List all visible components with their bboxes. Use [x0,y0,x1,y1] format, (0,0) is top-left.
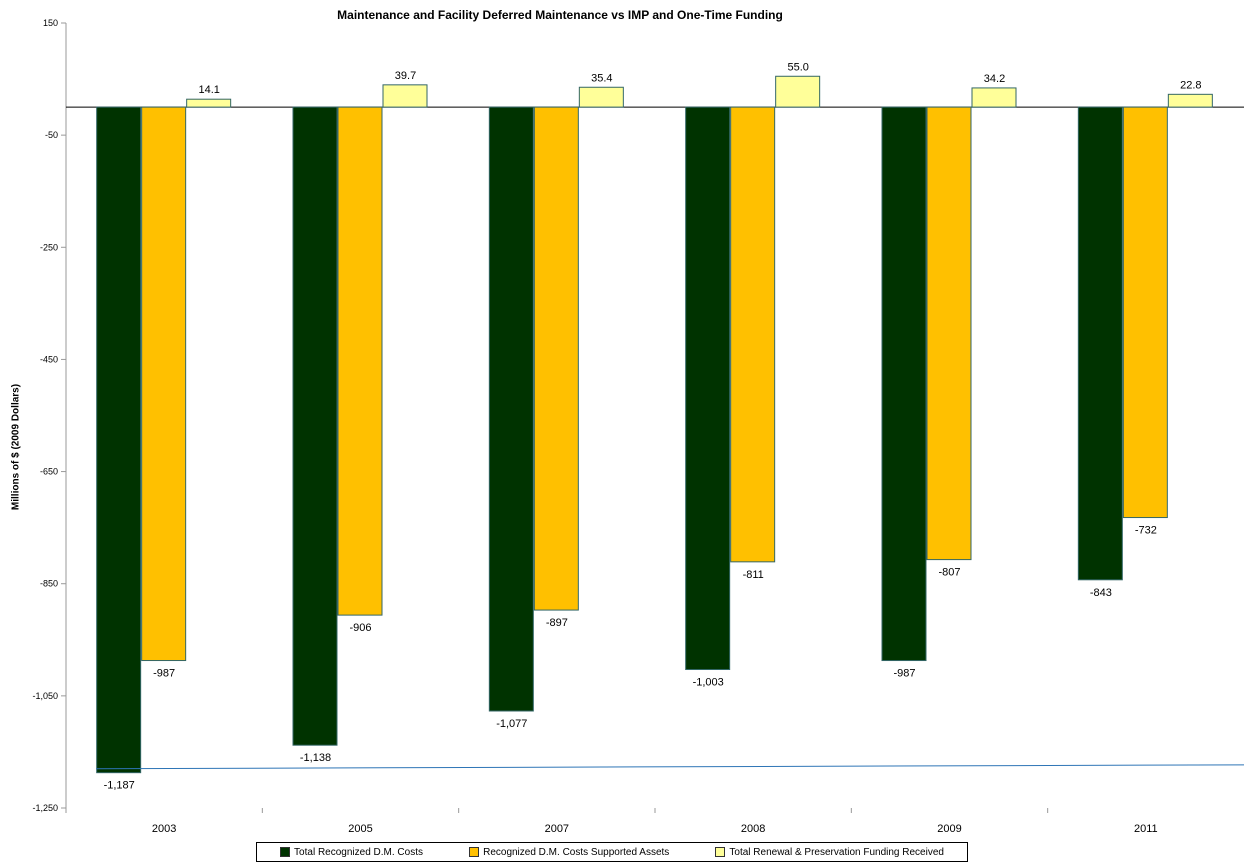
data-label: -1,138 [300,752,331,764]
y-tick-label: -850 [40,579,58,589]
bar [578,86,624,108]
bar [337,106,383,616]
data-label: 39.7 [395,70,416,82]
x-tick-label: 2003 [152,823,176,835]
data-label: -987 [153,668,175,680]
y-tick-label: -250 [40,242,58,252]
data-label: -906 [349,622,371,634]
legend-swatch-total-dm [280,847,291,857]
bar [141,106,187,662]
data-label: -1,187 [104,780,135,792]
legend-label-renewal-funding: Total Renewal & Preservation Funding Rec… [729,846,944,858]
legend-item-total-dm: Total Recognized D.M. Costs [280,847,423,858]
x-tick-label: 2009 [937,823,961,835]
bar [488,106,534,712]
legend-swatch-supported-assets [469,847,480,857]
trend-line [95,764,1244,770]
data-label: -1,003 [693,677,724,689]
data-label: -897 [546,617,568,629]
legend-label-total-dm: Total Recognized D.M. Costs [294,846,423,858]
x-tick-label: 2005 [348,823,372,835]
data-label: 22.8 [1180,79,1201,91]
bar [382,84,428,108]
bar [292,106,338,746]
bar [881,106,927,662]
x-tick-label: 2011 [1134,823,1158,835]
y-tick-label: -450 [40,354,58,364]
x-tick-label: 2007 [545,823,569,835]
legend-swatch-renewal-funding [715,847,726,857]
bar [971,87,1017,108]
x-tick-label: 2008 [741,823,765,835]
bar [775,75,821,108]
y-tick-label: -650 [40,467,58,477]
data-label: 55.0 [787,61,808,73]
data-label: 14.1 [198,84,219,96]
y-tick-label: -1,250 [32,803,58,813]
y-tick-label: -50 [45,130,58,140]
chart-title: Maintenance and Facility Deferred Mainte… [337,8,783,22]
data-label: -811 [743,569,764,581]
bar [96,106,142,774]
bar [685,106,731,671]
data-label: -987 [893,668,915,680]
data-label: -807 [938,567,960,579]
bar [730,106,776,563]
bar [186,98,232,108]
bar [1122,106,1168,519]
bar [1167,93,1213,108]
bar [926,106,972,561]
data-label: 35.4 [591,72,612,84]
legend-item-renewal-funding: Total Renewal & Preservation Funding Rec… [715,847,944,858]
legend: Total Recognized D.M. Costs Recognized D… [256,842,968,862]
data-label: -843 [1090,587,1112,599]
data-label: 34.2 [984,73,1005,85]
bar [1077,106,1123,581]
y-tick-label: 150 [43,18,58,28]
bar [533,106,579,611]
data-label: -732 [1135,525,1157,537]
data-label: -1,077 [496,718,527,730]
legend-label-supported-assets: Recognized D.M. Costs Supported Assets [483,846,670,858]
legend-item-supported-assets: Recognized D.M. Costs Supported Assets [469,847,669,858]
y-tick-label: -1,050 [32,691,58,701]
